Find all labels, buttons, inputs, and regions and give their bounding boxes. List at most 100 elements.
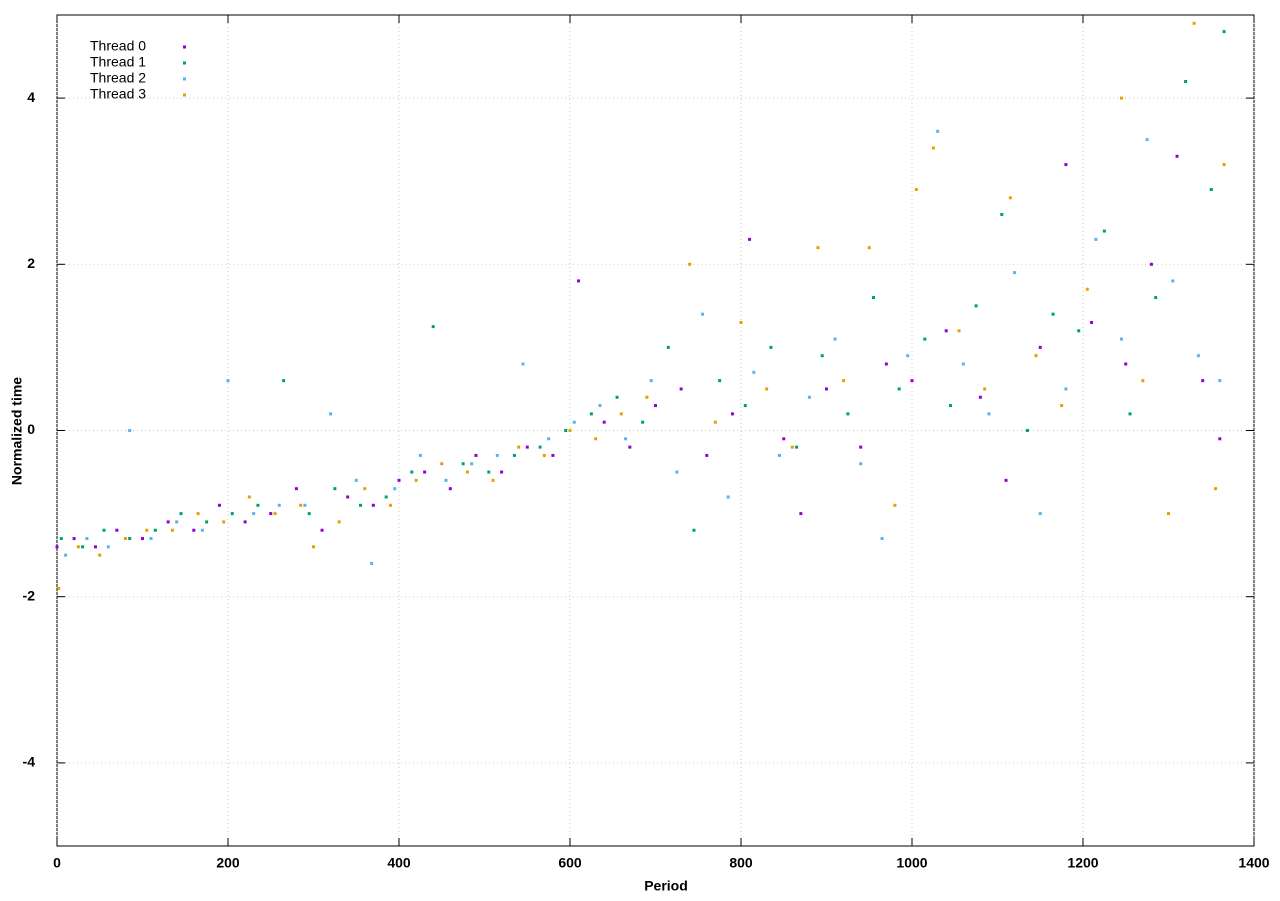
point: [299, 503, 303, 507]
point: [1064, 387, 1068, 391]
point: [641, 420, 645, 424]
point: [192, 528, 196, 532]
point: [59, 537, 63, 541]
point: [598, 404, 602, 408]
point: [602, 420, 606, 424]
point: [542, 453, 546, 457]
point: [572, 420, 576, 424]
point: [1038, 512, 1042, 516]
point: [153, 528, 157, 532]
point: [807, 395, 811, 399]
point: [252, 512, 256, 516]
point: [418, 453, 422, 457]
point: [701, 312, 705, 316]
point: [76, 545, 80, 549]
point: [615, 395, 619, 399]
point: [1222, 163, 1226, 167]
point: [1119, 337, 1123, 341]
point: [474, 453, 478, 457]
point: [149, 537, 153, 541]
point: [98, 553, 102, 557]
point: [820, 354, 824, 358]
point: [1214, 487, 1218, 491]
point: [175, 520, 179, 524]
point: [654, 404, 657, 408]
point: [363, 487, 367, 491]
point: [777, 453, 781, 457]
point: [867, 246, 871, 250]
point: [329, 412, 333, 416]
point: [624, 437, 628, 441]
point: [538, 445, 542, 449]
point: [944, 329, 948, 333]
point: [914, 188, 918, 192]
point: [57, 586, 61, 590]
point: [128, 429, 132, 432]
point: [628, 445, 632, 449]
point: [705, 453, 709, 457]
point: [1149, 262, 1153, 266]
point: [495, 453, 499, 457]
point: [359, 503, 363, 507]
point: [512, 453, 516, 457]
point: [1004, 478, 1008, 482]
point: [256, 503, 260, 507]
legend-label: Thread 1: [90, 54, 146, 70]
point: [1196, 354, 1200, 358]
point: [987, 412, 991, 416]
point: [81, 545, 85, 549]
point: [1094, 237, 1098, 241]
point: [859, 462, 863, 466]
point: [957, 329, 961, 333]
point: [859, 445, 863, 449]
point: [931, 146, 935, 150]
point: [551, 453, 555, 457]
point: [752, 370, 756, 374]
point: [1124, 362, 1128, 366]
point: [128, 537, 132, 541]
point: [739, 320, 743, 324]
point: [692, 528, 696, 532]
point: [726, 495, 730, 499]
y-tick-label: 4: [27, 89, 35, 105]
point: [166, 520, 170, 524]
point: [1025, 429, 1029, 432]
point: [414, 478, 418, 482]
point: [983, 387, 987, 391]
point: [1218, 379, 1222, 383]
y-tick-label: 0: [27, 421, 35, 437]
point: [106, 545, 110, 549]
point: [500, 470, 504, 474]
point: [222, 520, 226, 524]
point: [123, 537, 127, 541]
point: [679, 387, 683, 391]
legend-marker: [183, 77, 186, 81]
point: [795, 445, 799, 449]
point: [1064, 163, 1068, 167]
point: [718, 379, 722, 383]
point: [730, 412, 734, 416]
point: [769, 345, 773, 349]
point: [577, 279, 581, 283]
point: [1171, 279, 1175, 283]
point: [141, 537, 144, 541]
point: [333, 487, 337, 491]
y-tick-label: -4: [23, 754, 36, 770]
legend-marker: [183, 61, 186, 65]
point: [346, 495, 350, 499]
point: [448, 487, 452, 491]
point: [589, 412, 593, 416]
point: [102, 528, 106, 532]
point: [846, 412, 850, 416]
point: [85, 537, 89, 541]
point: [410, 470, 414, 474]
point: [200, 528, 204, 532]
point: [748, 237, 752, 241]
point: [936, 129, 940, 133]
point: [743, 404, 747, 408]
legend-label: Thread 3: [90, 86, 146, 102]
point: [897, 387, 901, 391]
point: [115, 528, 119, 532]
x-tick-label: 1400: [1238, 855, 1269, 871]
point: [645, 395, 649, 399]
